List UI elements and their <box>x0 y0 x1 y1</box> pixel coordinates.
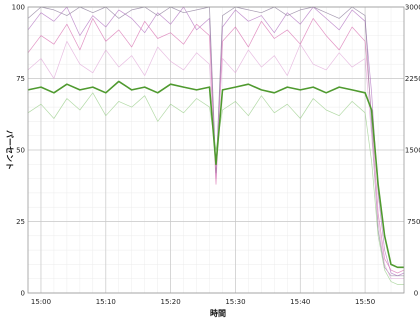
y-right-tick-label: 22500 <box>405 75 420 83</box>
series-line <box>27 40 404 280</box>
y-axis-title: パーセント <box>5 130 15 170</box>
y-left-tick-label: 25 <box>16 218 25 226</box>
y-left-tick-label: 50 <box>16 147 25 155</box>
series-line <box>27 6 405 277</box>
x-tick-label: 15:10 <box>96 298 116 306</box>
series-layer <box>27 6 405 285</box>
series-line <box>27 6 404 277</box>
series-line <box>27 18 405 274</box>
x-axis-title: 時間 <box>210 308 226 318</box>
y-right-tick-label: 7500 <box>407 218 420 226</box>
y-right-tick-label: 30000 <box>405 4 420 12</box>
x-tick-label: 15:00 <box>31 298 51 306</box>
series-line <box>27 92 404 285</box>
y-right-tick-label: 0 <box>414 290 418 298</box>
grid <box>27 6 405 294</box>
plot-frame <box>27 6 405 294</box>
x-tick-label: 15:50 <box>355 298 375 306</box>
x-tick-label: 15:30 <box>225 298 245 306</box>
series-line-highlight <box>27 80 404 269</box>
x-tick-labels: 15:00 15:10 15:20 15:30 15:40 15:50 <box>31 298 375 306</box>
y-right-tick-labels: 0 7500 15000 22500 30000 <box>405 4 420 298</box>
y-left-tick-label: 100 <box>12 4 25 12</box>
y-left-tick-label: 0 <box>21 290 25 298</box>
x-tick-label: 15:20 <box>161 298 181 306</box>
y-left-tick-labels: 0 25 50 75 100 <box>12 4 25 298</box>
x-tick-label: 15:40 <box>290 298 310 306</box>
y-left-tick-label: 75 <box>16 75 25 83</box>
y-right-tick-label: 15000 <box>405 147 420 155</box>
